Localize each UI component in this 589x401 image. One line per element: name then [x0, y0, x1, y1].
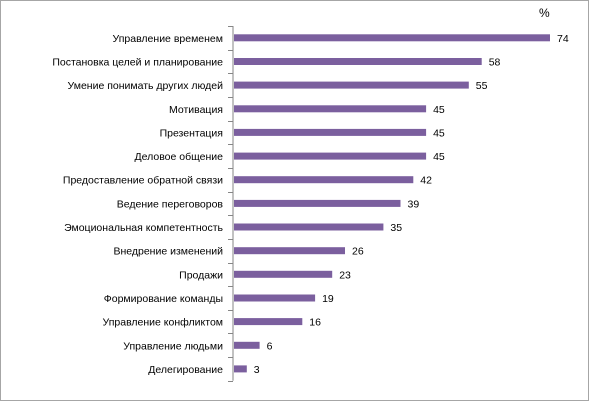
value-label: 74 — [557, 33, 569, 45]
bar — [234, 81, 469, 89]
value-label: 23 — [339, 269, 351, 281]
value-label: 45 — [433, 104, 445, 116]
category-label: Презентация — [160, 127, 223, 139]
category-label: Формирование команды — [104, 293, 223, 305]
bar — [234, 270, 333, 278]
value-label: 26 — [352, 246, 364, 258]
bars-layer — [234, 34, 550, 373]
bar — [234, 318, 303, 326]
value-label: 39 — [408, 198, 420, 210]
value-label: 42 — [420, 175, 432, 187]
value-label: 55 — [476, 80, 488, 92]
bar — [234, 294, 316, 302]
category-label: Управление конфликтом — [103, 317, 224, 329]
bar — [234, 223, 384, 231]
bar — [234, 152, 427, 160]
bar — [234, 247, 345, 255]
bar — [234, 176, 414, 184]
category-label: Продажи — [179, 269, 223, 281]
category-label: Мотивация — [169, 104, 223, 116]
category-label: Предоставление обратной связи — [63, 175, 223, 187]
category-label: Постановка целей и планирование — [52, 57, 223, 69]
value-label: 58 — [489, 57, 501, 69]
axis-layer — [228, 26, 234, 382]
bar — [234, 341, 260, 349]
bar — [234, 128, 427, 136]
category-label: Управление временем — [113, 33, 223, 45]
value-label: 16 — [309, 317, 321, 329]
value-label: 45 — [433, 127, 445, 139]
category-label: Управление людьми — [123, 340, 223, 352]
value-label: 45 — [433, 151, 445, 163]
bar — [234, 34, 550, 42]
bar — [234, 199, 401, 207]
value-label: 3 — [254, 364, 260, 376]
bar — [234, 365, 247, 373]
category-label: Ведение переговоров — [117, 198, 224, 210]
category-labels: Управление временем Постановка целей и пл… — [52, 33, 223, 376]
category-label: Умение понимать других людей — [68, 80, 224, 92]
unit-label: % — [539, 6, 550, 20]
category-label: Эмоциональная компетентность — [64, 222, 223, 234]
bar — [234, 58, 482, 65]
value-label: 6 — [267, 340, 273, 352]
category-label: Деловое общение — [135, 151, 224, 163]
value-label: 19 — [322, 293, 334, 305]
bar — [234, 105, 427, 113]
category-label: Внедрение изменений — [113, 246, 223, 258]
value-label: 35 — [390, 222, 402, 234]
category-label: Делегирование — [148, 364, 223, 376]
